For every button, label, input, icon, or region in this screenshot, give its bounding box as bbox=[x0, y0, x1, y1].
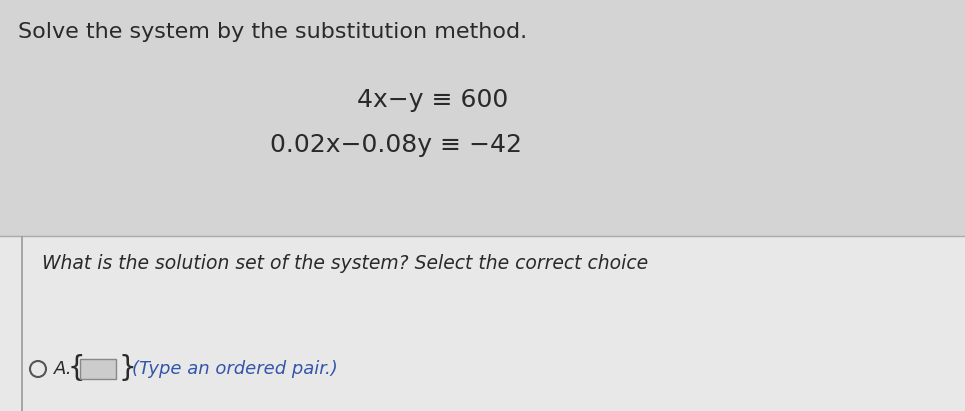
Text: {: { bbox=[68, 354, 86, 382]
FancyBboxPatch shape bbox=[0, 236, 965, 411]
Text: (Type an ordered pair.): (Type an ordered pair.) bbox=[132, 360, 338, 378]
Text: A.: A. bbox=[54, 360, 72, 378]
Text: Solve the system by the substitution method.: Solve the system by the substitution met… bbox=[18, 22, 527, 42]
FancyBboxPatch shape bbox=[0, 0, 965, 236]
FancyBboxPatch shape bbox=[80, 359, 116, 379]
Text: 0.02x−0.08y ≡ −42: 0.02x−0.08y ≡ −42 bbox=[270, 133, 522, 157]
Text: What is the solution set of the system? Select the correct choice: What is the solution set of the system? … bbox=[42, 254, 648, 273]
Text: 4x−y ≡ 600: 4x−y ≡ 600 bbox=[357, 88, 509, 112]
Text: }: } bbox=[118, 354, 136, 382]
